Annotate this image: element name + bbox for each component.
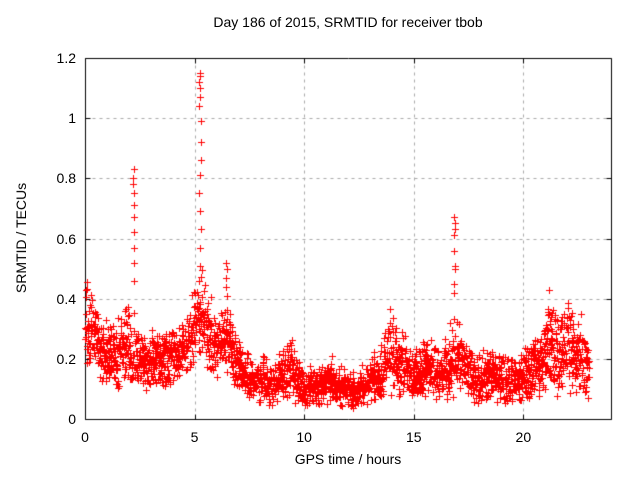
x-tick-label: 20 [515, 429, 532, 445]
chart-title: Day 186 of 2015, SRMTID for receiver tbo… [213, 14, 483, 30]
y-tick-label: 0 [68, 411, 76, 427]
y-tick-label: 0.8 [56, 170, 76, 187]
x-tick-label: 5 [190, 429, 199, 445]
y-tick-label: 1 [68, 110, 76, 127]
x-tick-label: 15 [405, 429, 422, 445]
y-tick-label: 0.6 [56, 230, 76, 247]
y-tick-label: 1.2 [56, 50, 76, 66]
x-tick-label: 10 [296, 429, 312, 445]
x-tick-label: 0 [81, 429, 89, 445]
x-axis-title: GPS time / hours [294, 451, 402, 467]
y-tick-label: 0.2 [56, 350, 76, 367]
y-tick-label: 0.4 [56, 290, 76, 307]
